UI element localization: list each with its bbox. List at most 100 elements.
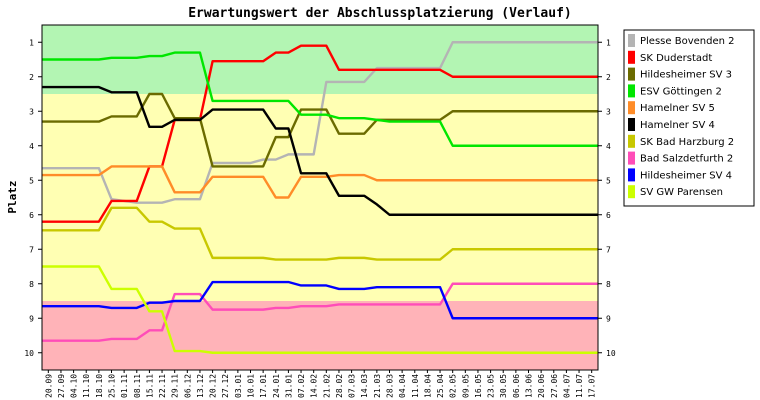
ytick-label: 5 — [29, 176, 34, 185]
background-zones — [42, 25, 598, 370]
zone-red — [42, 301, 598, 370]
xtick-label: 17.07 — [588, 374, 597, 398]
legend-swatch — [628, 151, 635, 165]
xtick-label: 27.06 — [550, 374, 559, 398]
xtick-label: 27.12 — [221, 374, 230, 398]
ytick-label: 7 — [29, 245, 34, 254]
xtick-label: 25.10 — [108, 374, 117, 398]
legend-swatch — [628, 134, 635, 148]
ytick-label: 3 — [29, 107, 34, 116]
xtick-label: 15.11 — [145, 374, 154, 398]
series-line-esv-g-ttingen-2 — [42, 51, 598, 147]
ytick-label: 8 — [29, 280, 34, 289]
ytick-label: 9 — [29, 314, 34, 323]
xtick-label: 11.07 — [575, 374, 584, 398]
ytick-label: 3 — [606, 107, 611, 116]
y-axis-label: Platz — [6, 180, 19, 213]
xtick-label: 20.06 — [537, 374, 546, 398]
xtick-label: 14.03 — [360, 374, 369, 398]
xtick-label: 04.10 — [70, 374, 79, 398]
series-line-hamelner-sv-5 — [42, 165, 598, 199]
series-line-sk-duderstadt — [42, 44, 598, 223]
xtick-label: 06.06 — [512, 374, 521, 398]
ytick-label: 6 — [606, 211, 611, 220]
xtick-label: 06.12 — [183, 374, 192, 398]
xtick-label: 29.11 — [171, 374, 180, 398]
legend-swatch — [628, 168, 635, 182]
xtick-label: 01.11 — [120, 374, 129, 398]
ytick-label: 8 — [606, 280, 611, 289]
legend-swatch — [628, 34, 635, 47]
series-line-hamelner-sv-4 — [42, 85, 598, 216]
ytick-label: 10 — [606, 349, 616, 358]
xtick-label: 11.04 — [411, 374, 420, 398]
chart-title: Erwartungswert der Abschlussplatzierung … — [188, 6, 572, 21]
xtick-label: 20.12 — [209, 374, 218, 398]
y-ticks-left: 1 2 3 4 5 6 7 8 9 10 — [24, 38, 42, 358]
legend-swatch — [628, 185, 635, 199]
xtick-label: 08.11 — [133, 374, 142, 398]
xtick-label: 09.05 — [461, 374, 470, 398]
ytick-label: 10 — [24, 349, 34, 358]
legend-label: Plesse Bovenden 2 — [640, 36, 734, 47]
xtick-label: 21.03 — [373, 374, 382, 398]
y-ticks-right: 1 2 3 4 5 6 7 8 9 10 — [598, 38, 616, 358]
legend-label: Hildesheimer SV 4 — [640, 170, 732, 181]
xtick-label: 10.01 — [247, 374, 256, 398]
zone-yellow — [42, 94, 598, 301]
xtick-label: 11.10 — [82, 374, 91, 398]
legend-box — [623, 29, 755, 207]
xtick-label: 30.05 — [499, 374, 508, 398]
xtick-label: 18.10 — [95, 374, 104, 398]
legend-label: Hamelner SV 4 — [640, 120, 715, 131]
series-line-sk-bad-harzburg-2 — [42, 206, 598, 261]
xtick-label: 04.04 — [398, 374, 407, 398]
xtick-label: 21.02 — [322, 374, 331, 398]
legend-label: ESV Göttingen 2 — [640, 86, 722, 97]
xtick-label: 25.04 — [436, 374, 445, 398]
ytick-label: 4 — [606, 142, 611, 151]
series-line-bad-salzdetfurth-2 — [42, 282, 598, 342]
legend-swatch — [628, 84, 635, 98]
legend-label: Hamelner SV 5 — [640, 103, 715, 114]
xtick-label: 14.02 — [310, 374, 319, 398]
legend-swatch — [628, 50, 635, 64]
ytick-label: 1 — [606, 38, 611, 47]
series-line-sv-gw-parensen — [42, 265, 598, 354]
legend-label: Hildesheimer SV 3 — [640, 70, 732, 81]
xtick-label: 17.01 — [259, 374, 268, 398]
xtick-label: 03.01 — [234, 374, 243, 398]
series-lines — [42, 41, 598, 354]
legend-swatch — [628, 118, 635, 131]
xtick-label: 28.03 — [386, 374, 395, 398]
xtick-label: 27.09 — [57, 374, 66, 398]
series-line-hildesheimer-sv-3 — [42, 92, 598, 168]
x-ticks: 20.09 27.09 04.10 11.10 18.10 25.10 01.11 08.11… — [44, 370, 597, 398]
xtick-label: 13.12 — [196, 374, 205, 398]
xtick-label: 24.01 — [272, 374, 281, 398]
xtick-label: 22.11 — [158, 374, 167, 398]
legend-swatch — [628, 101, 635, 115]
xtick-label: 31.01 — [284, 374, 293, 398]
xtick-label: 20.09 — [44, 374, 53, 398]
ytick-label: 2 — [606, 73, 611, 82]
xtick-label: 04.07 — [562, 374, 571, 398]
xtick-label: 23.05 — [487, 374, 496, 398]
ytick-label: 9 — [606, 314, 611, 323]
xtick-label: 13.06 — [525, 374, 534, 398]
xtick-label: 18.04 — [423, 374, 432, 398]
legend-label: SK Bad Harzburg 2 — [640, 137, 734, 148]
legend-label: SK Duderstadt — [640, 53, 712, 64]
legend-label: Bad Salzdetfurth 2 — [640, 154, 733, 165]
xtick-label: 07.03 — [348, 374, 357, 398]
xtick-label: 16.05 — [474, 374, 483, 398]
xtick-label: 02.05 — [449, 374, 458, 398]
ytick-label: 4 — [29, 142, 34, 151]
ytick-label: 7 — [606, 245, 611, 254]
xtick-label: 07.02 — [297, 374, 306, 398]
xtick-label: 28.02 — [335, 374, 344, 398]
ytick-label: 2 — [29, 73, 34, 82]
ytick-label: 1 — [29, 38, 34, 47]
legend-swatch — [628, 67, 635, 81]
